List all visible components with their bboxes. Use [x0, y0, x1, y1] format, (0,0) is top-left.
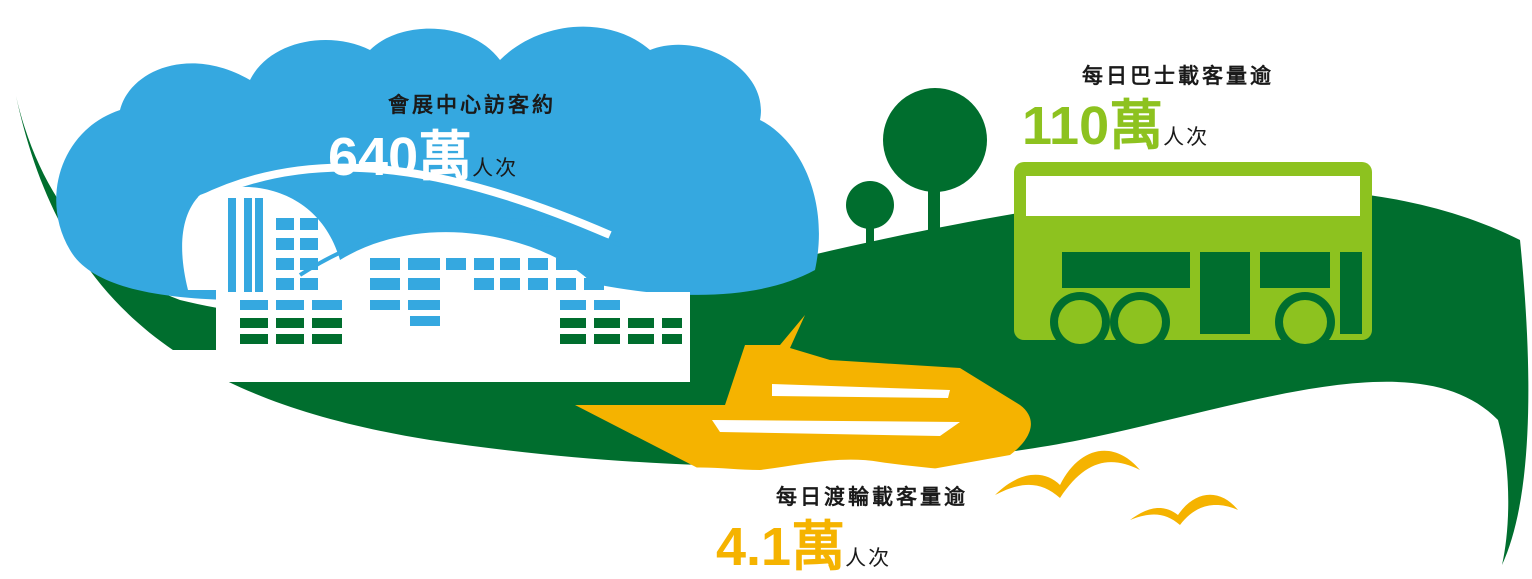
convention-centre-icon: [170, 163, 690, 382]
tree-icon: [846, 88, 987, 245]
convention-visitors-label: 會展中心訪客約: [388, 93, 556, 117]
ferry-passengers-value: 4.1: [716, 517, 792, 577]
ferry-passengers-label: 每日渡輪載客量逾: [776, 485, 968, 509]
ferry-passengers-value-line: 4.1萬人次: [716, 517, 968, 577]
bus-passengers-unit: 人次: [1163, 125, 1210, 149]
bus-passengers-value: 110: [1022, 96, 1110, 156]
wave-shape: [640, 459, 1000, 500]
ferry-passengers-unit-big: 萬: [791, 515, 846, 578]
bus-icon: [1014, 162, 1372, 352]
ferry-passengers-stat: 每日渡輪載客量逾 4.1萬人次: [716, 485, 968, 575]
bus-passengers-label: 每日巴士載客量逾: [1082, 64, 1274, 88]
ferry-passengers-unit: 人次: [845, 546, 892, 570]
bird-icon: [995, 450, 1238, 525]
bus-passengers-stat: 每日巴士載客量逾 110萬人次: [1022, 64, 1274, 154]
convention-visitors-value: 640: [328, 127, 419, 187]
bus-passengers-value-line: 110萬人次: [1022, 96, 1274, 156]
convention-visitors-value-line: 640萬人次: [328, 127, 556, 187]
convention-visitors-unit: 人次: [472, 156, 519, 180]
ferry-icon: [575, 315, 1031, 500]
convention-visitors-unit-big: 萬: [418, 125, 473, 188]
bus-passengers-unit-big: 萬: [1109, 94, 1164, 157]
convention-visitors-stat: 會展中心訪客約 640萬人次: [328, 93, 556, 185]
